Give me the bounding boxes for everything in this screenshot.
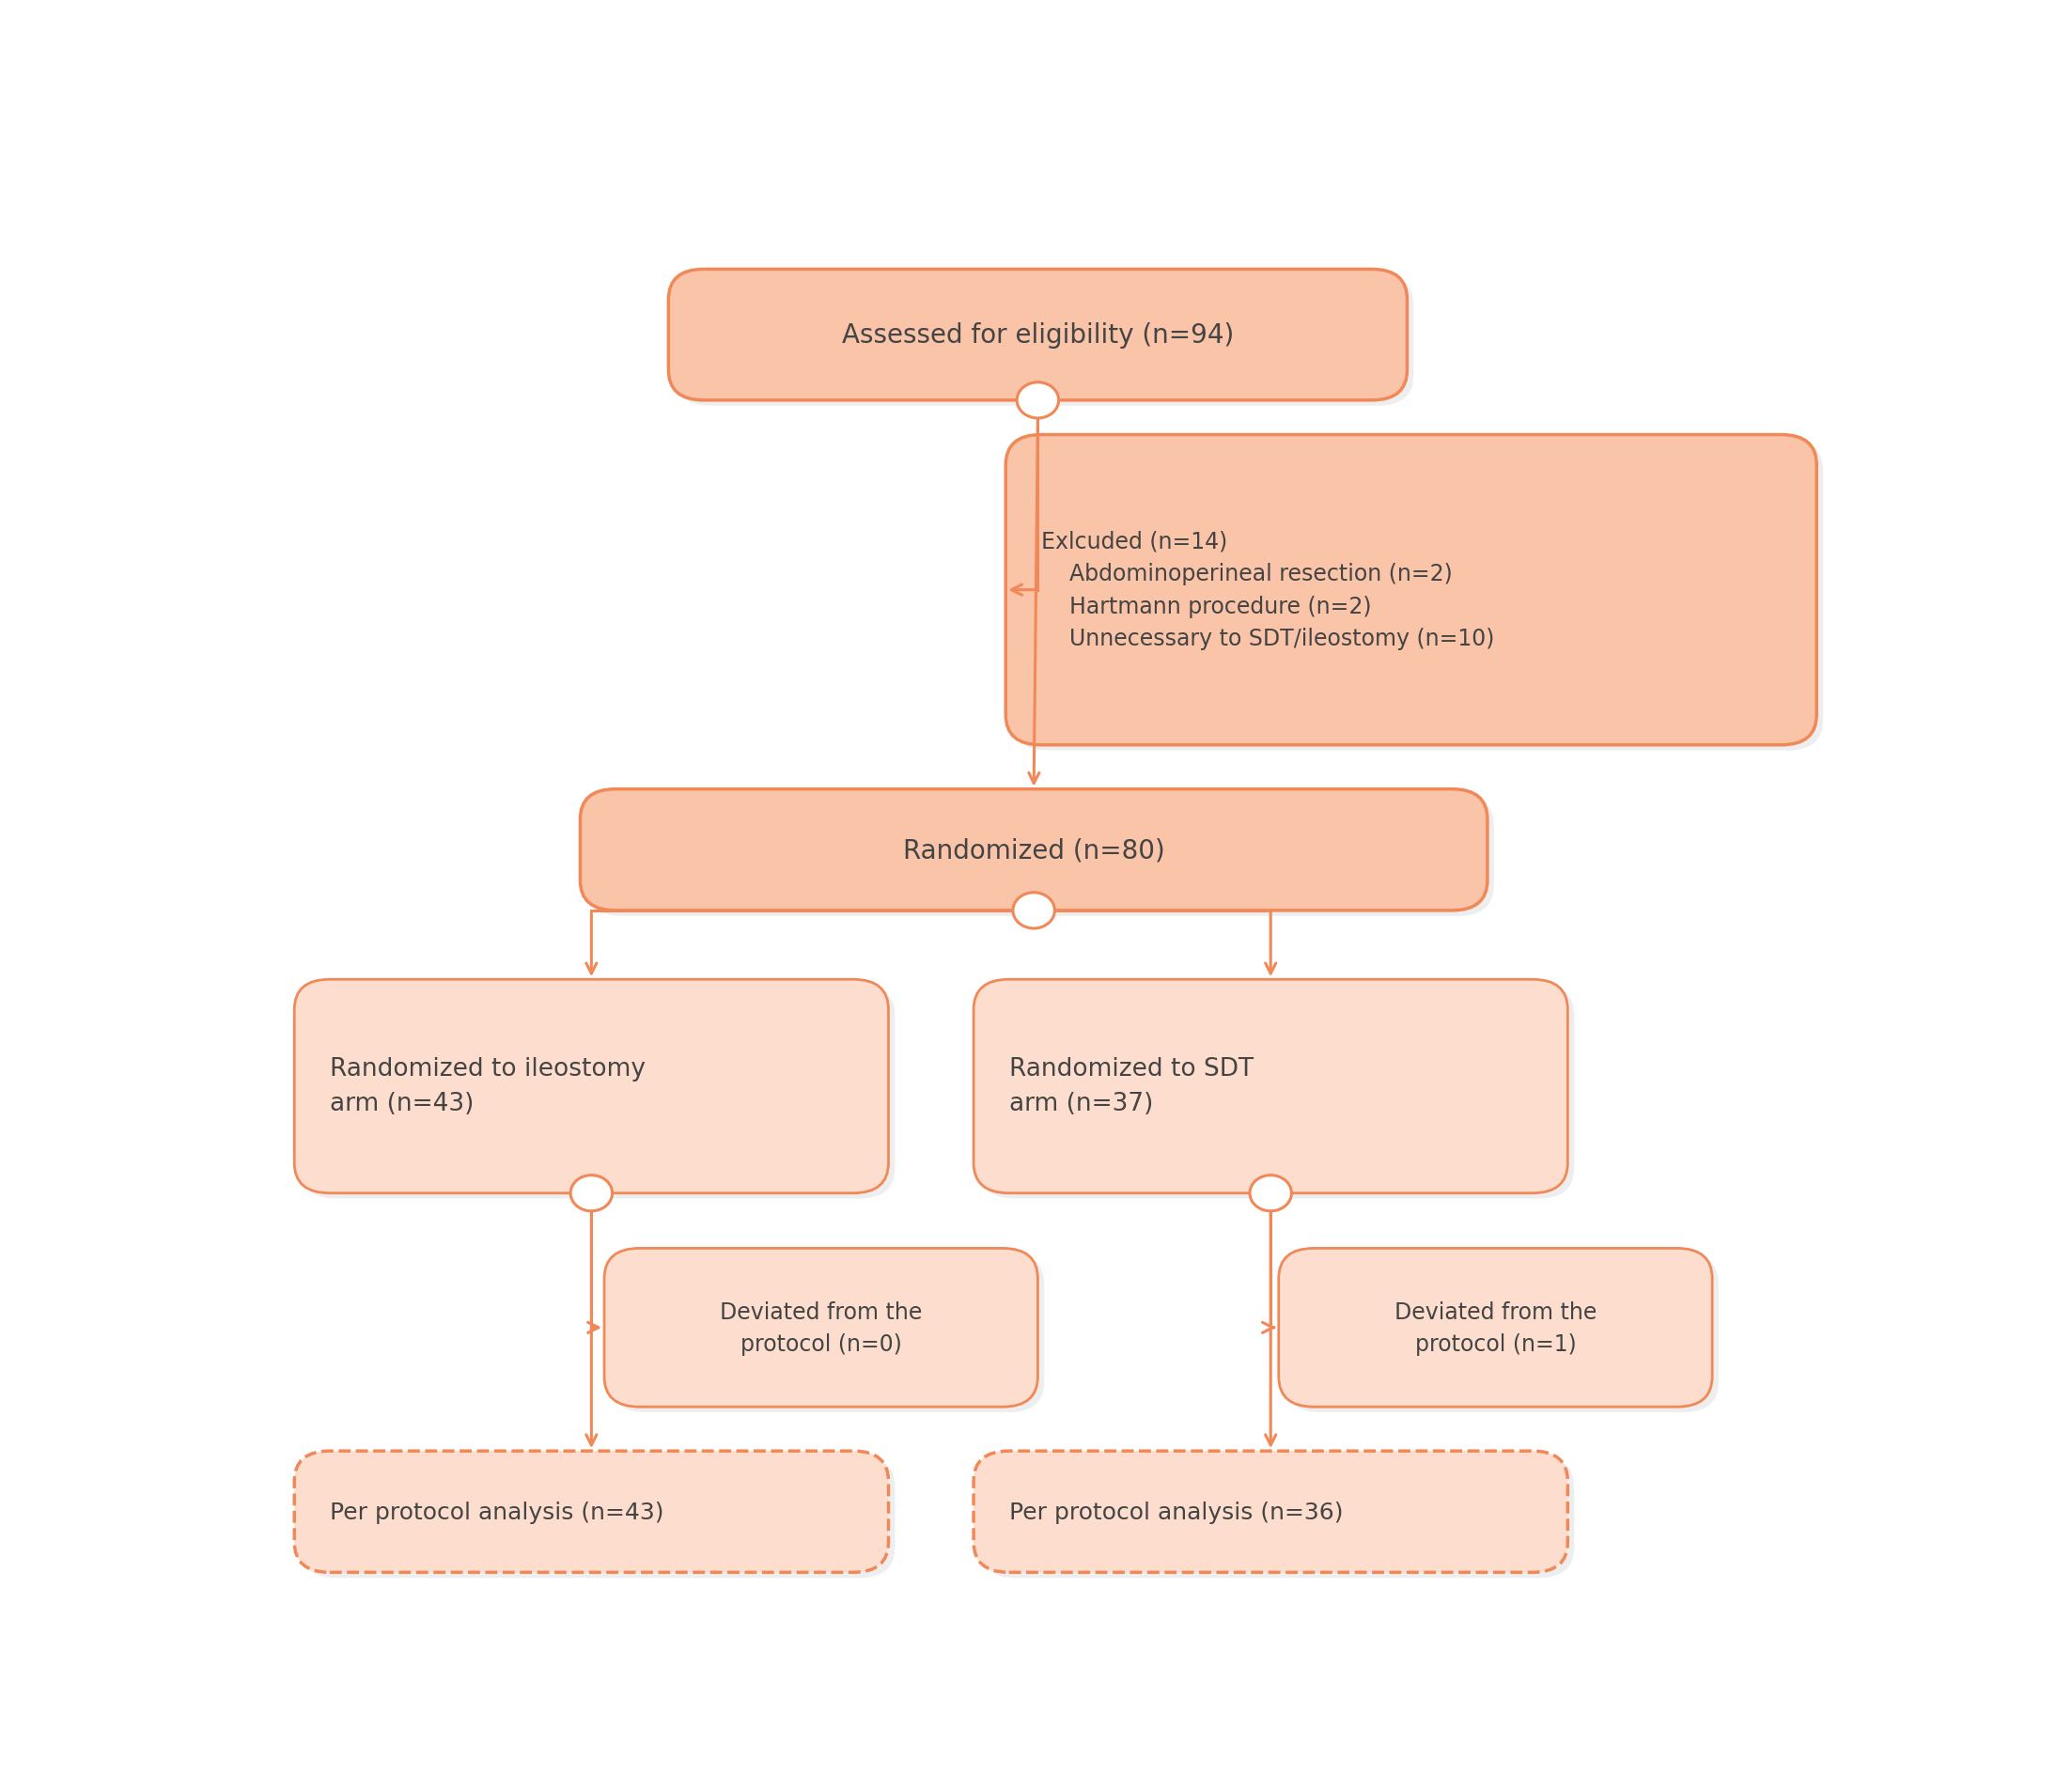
Circle shape — [1013, 893, 1055, 929]
FancyBboxPatch shape — [974, 979, 1569, 1194]
FancyBboxPatch shape — [300, 984, 895, 1199]
Circle shape — [570, 1176, 613, 1212]
FancyBboxPatch shape — [980, 1457, 1575, 1579]
FancyBboxPatch shape — [580, 789, 1488, 911]
FancyBboxPatch shape — [1285, 1255, 1718, 1412]
Circle shape — [1249, 1176, 1291, 1212]
FancyBboxPatch shape — [1278, 1249, 1711, 1407]
Circle shape — [1017, 383, 1059, 419]
FancyBboxPatch shape — [300, 1457, 895, 1579]
Text: Deviated from the
protocol (n=1): Deviated from the protocol (n=1) — [1394, 1300, 1598, 1355]
Text: Randomized to SDT
arm (n=37): Randomized to SDT arm (n=37) — [1009, 1056, 1254, 1117]
Text: Exlcuded (n=14)
    Abdominoperineal resection (n=2)
    Hartmann procedure (n=2: Exlcuded (n=14) Abdominoperineal resecti… — [1040, 530, 1494, 650]
Text: Randomized (n=80): Randomized (n=80) — [903, 838, 1164, 863]
FancyBboxPatch shape — [974, 1452, 1569, 1572]
Text: Per protocol analysis (n=43): Per protocol analysis (n=43) — [329, 1500, 663, 1523]
FancyBboxPatch shape — [675, 276, 1413, 406]
FancyBboxPatch shape — [980, 984, 1575, 1199]
Text: Deviated from the
protocol (n=0): Deviated from the protocol (n=0) — [719, 1300, 922, 1355]
Text: Randomized to ileostomy
arm (n=43): Randomized to ileostomy arm (n=43) — [329, 1056, 644, 1117]
FancyBboxPatch shape — [611, 1255, 1044, 1412]
FancyBboxPatch shape — [1005, 435, 1817, 745]
FancyBboxPatch shape — [669, 270, 1407, 401]
FancyBboxPatch shape — [586, 795, 1494, 916]
Text: Assessed for eligibility (n=94): Assessed for eligibility (n=94) — [841, 322, 1233, 349]
FancyBboxPatch shape — [294, 979, 889, 1194]
FancyBboxPatch shape — [1011, 440, 1823, 752]
FancyBboxPatch shape — [605, 1249, 1038, 1407]
FancyBboxPatch shape — [294, 1452, 889, 1572]
Text: Per protocol analysis (n=36): Per protocol analysis (n=36) — [1009, 1500, 1343, 1523]
